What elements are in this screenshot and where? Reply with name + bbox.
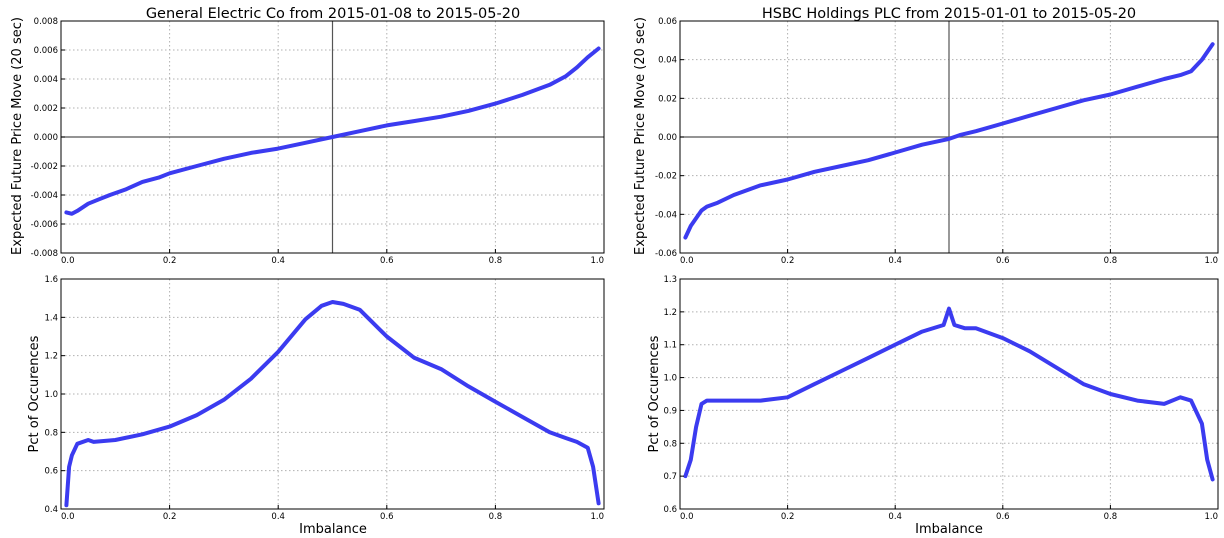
x-tick-label: 1.0	[590, 512, 604, 522]
y-tick-label: 1.2	[663, 308, 677, 318]
y-tick-label: 1.3	[663, 275, 677, 285]
y-tick-label: 0.00	[658, 133, 677, 143]
x-tick-label: 0.4	[271, 256, 285, 266]
y-tick-label: 0.6	[663, 505, 677, 515]
y-tick-label: -0.008	[31, 249, 58, 259]
y-tick-label: 1.0	[663, 374, 677, 384]
y-tick-label: 0.6	[44, 467, 58, 477]
x-tick-label: 0.2	[781, 256, 795, 266]
y-tick-label: 0.006	[34, 46, 58, 56]
y-tick-label: -0.04	[655, 210, 677, 220]
x-axis-label: Imbalance	[915, 522, 983, 537]
y-axis-label: Expected Future Price Move (20 sec)	[10, 17, 25, 255]
x-tick-label: 0.6	[380, 256, 394, 266]
y-tick-label: 0.008	[34, 17, 58, 27]
y-tick-label: 0.8	[663, 439, 677, 449]
y-tick-label: -0.006	[31, 220, 58, 230]
series-line	[683, 42, 1215, 240]
y-tick-label: 0.7	[663, 472, 677, 482]
panel-hsbc-occurrences: Pct of Occurences Imbalance 0.0 0.2 0.4 0.6…	[647, 275, 1219, 537]
series-line	[64, 300, 601, 508]
chart-title: General Electric Co from 2015-01-08 to 2…	[146, 6, 520, 22]
y-tick-label: 1.0	[44, 390, 58, 400]
panel-ge-price-move: General Electric Co from 2015-01-08 to 2…	[10, 6, 605, 266]
x-tick-label: 0.8	[1104, 256, 1118, 266]
y-tick-label: -0.002	[31, 162, 58, 172]
chart-title: HSBC Holdings PLC from 2015-01-01 to 201…	[762, 6, 1136, 22]
plot-frame	[679, 278, 1219, 510]
x-tick-label: 0.8	[489, 512, 503, 522]
series-line	[64, 46, 601, 216]
y-tick-label: 0.002	[34, 104, 58, 114]
y-axis-label: Expected Future Price Move (20 sec)	[633, 17, 648, 255]
x-tick-label: 0.8	[489, 256, 503, 266]
x-tick-label: 0.6	[380, 512, 394, 522]
x-tick-label: 0.2	[163, 256, 177, 266]
y-tick-label: -0.06	[655, 249, 677, 259]
series-line	[683, 306, 1215, 482]
y-tick-label: 1.4	[44, 313, 58, 323]
y-tick-label: 1.6	[44, 275, 58, 285]
x-tick-label: 0.6	[996, 512, 1010, 522]
x-tick-label: 0.4	[271, 512, 285, 522]
x-tick-label: 0.0	[680, 512, 694, 522]
panel-ge-occurrences: Pct of Occurences Imbalance 0.0 0.2 0.4 0.6…	[27, 275, 605, 537]
y-tick-label: 0.9	[663, 406, 677, 416]
x-tick-label: 1.0	[590, 256, 604, 266]
x-tick-label: 0.2	[163, 512, 177, 522]
y-axis-label: Pct of Occurences	[27, 335, 42, 452]
x-tick-label: 1.0	[1204, 512, 1218, 522]
x-tick-label: 0.0	[61, 512, 75, 522]
x-tick-label: 1.0	[1204, 256, 1218, 266]
y-tick-label: 0.06	[658, 17, 677, 27]
y-tick-label: 0.02	[658, 94, 677, 104]
y-tick-label: 0.000	[34, 133, 58, 143]
x-tick-label: 0.6	[996, 256, 1010, 266]
y-tick-label: 0.04	[658, 56, 677, 66]
y-tick-label: 0.4	[44, 505, 58, 515]
x-tick-label: 0.4	[888, 512, 902, 522]
x-tick-label: 0.2	[781, 512, 795, 522]
x-axis-label: Imbalance	[299, 522, 367, 537]
x-tick-label: 0.0	[680, 256, 694, 266]
y-tick-label: -0.02	[655, 172, 677, 182]
x-tick-label: 0.8	[1104, 512, 1118, 522]
y-tick-label: 1.2	[44, 352, 58, 362]
y-tick-label: 0.004	[34, 75, 58, 85]
y-tick-label: 1.1	[663, 341, 677, 351]
y-axis-label: Pct of Occurences	[647, 335, 662, 452]
y-tick-label: -0.004	[31, 191, 58, 201]
y-tick-label: 0.8	[44, 428, 58, 438]
panel-hsbc-price-move: HSBC Holdings PLC from 2015-01-01 to 201…	[633, 6, 1219, 266]
x-tick-label: 0.4	[888, 256, 902, 266]
x-tick-label: 0.0	[61, 256, 75, 266]
